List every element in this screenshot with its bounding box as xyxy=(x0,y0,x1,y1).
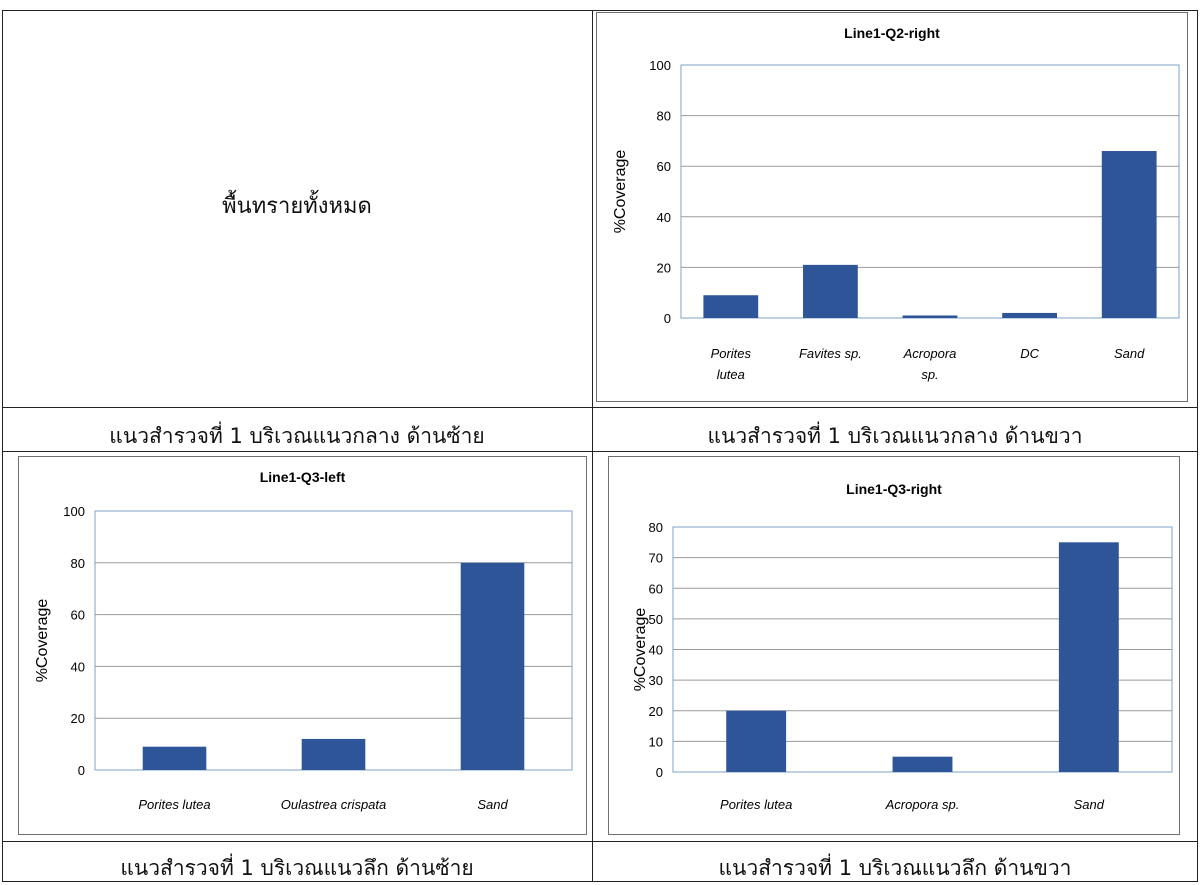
x-category-label: Porites xyxy=(711,346,752,361)
chart-frame-q3-right: Line1-Q3-right 0 10 20 30 40 50 60 70 80 %Coverage… xyxy=(608,456,1180,835)
table-border-right xyxy=(1197,10,1198,882)
bar-1 xyxy=(803,264,858,318)
y-tick-label: 40 xyxy=(657,210,671,225)
y-tick-label: 10 xyxy=(649,734,663,749)
bar-4 xyxy=(1101,151,1157,318)
y-tick-label: 0 xyxy=(664,311,671,326)
bar-0 xyxy=(703,295,759,318)
chart-line1-q2-right: Line1-Q2-right 0 20 40 60 80 100 %Coverage Porit… xyxy=(612,25,1180,382)
y-tick-label: 0 xyxy=(78,763,85,778)
y-tick-label: 40 xyxy=(649,643,663,658)
x-category-label: Oulastrea crispata xyxy=(281,797,387,812)
table-border-bottom xyxy=(2,881,1198,882)
chart-frame-q3-left: Line1-Q3-left 0 20 40 60 80 100 %Coverage Porite… xyxy=(18,456,587,835)
bar-1 xyxy=(892,756,953,772)
x-category-label: Favites sp. xyxy=(799,346,862,361)
y-tick-label: 40 xyxy=(71,659,85,674)
y-tick-label: 100 xyxy=(63,504,85,519)
chart-line1-q3-left: Line1-Q3-left 0 20 40 60 80 100 %Coverage Porite… xyxy=(34,469,573,812)
y-tick-label: 20 xyxy=(657,260,671,275)
bar-2 xyxy=(1058,542,1119,772)
y-tick-label: 50 xyxy=(649,612,663,627)
table-border-top xyxy=(2,10,1198,11)
x-category-label: Acropora xyxy=(903,346,957,361)
x-category-label: Sand xyxy=(477,797,508,812)
y-tick-label: 20 xyxy=(649,704,663,719)
y-axis-label: %Coverage xyxy=(34,599,51,683)
bar-1 xyxy=(301,738,366,770)
bar-0 xyxy=(726,710,787,772)
x-category-label: sp. xyxy=(921,367,938,382)
y-tick-label: 80 xyxy=(657,109,671,124)
chart-title: Line1-Q3-right xyxy=(846,481,942,497)
y-tick-label: 80 xyxy=(71,556,85,571)
caption-middle-left: แนวสำรวจที่ 1 บริเวณแนวกลาง ด้านซ้าย xyxy=(109,424,485,448)
table-divider-row1 xyxy=(2,407,1198,408)
chart-frame-q2-right: Line1-Q2-right 0 20 40 60 80 100 %Coverage Porit… xyxy=(596,12,1188,402)
y-tick-label: 70 xyxy=(649,551,663,566)
caption-middle-right: แนวสำรวจที่ 1 บริเวณแนวกลาง ด้านขวา xyxy=(707,424,1083,448)
y-tick-label: 0 xyxy=(656,765,663,780)
chart-title: Line1-Q3-left xyxy=(260,469,346,485)
bar-0 xyxy=(142,746,207,770)
table-border-left xyxy=(2,10,3,882)
bar-3 xyxy=(1002,312,1057,318)
caption-deep-left: แนวสำรวจที่ 1 บริเวณแนวลึก ด้านซ้าย xyxy=(120,856,474,880)
y-axis-label: %Coverage xyxy=(612,150,629,234)
chart-line1-q3-right: Line1-Q3-right 0 10 20 30 40 50 60 70 80 %Coverage… xyxy=(632,481,1173,812)
y-tick-label: 60 xyxy=(649,581,663,596)
y-tick-label: 60 xyxy=(657,159,671,174)
y-tick-label: 100 xyxy=(649,58,671,73)
y-tick-label: 30 xyxy=(649,673,663,688)
x-category-label: Porites lutea xyxy=(720,797,792,812)
y-tick-label: 80 xyxy=(649,520,663,535)
sand-only-note: พื้นทรายทั้งหมด xyxy=(222,194,372,219)
y-tick-label: 60 xyxy=(71,608,85,623)
y-axis-label: %Coverage xyxy=(632,608,649,692)
x-category-label: DC xyxy=(1020,346,1039,361)
table-divider-row2 xyxy=(2,451,1198,452)
bar-2 xyxy=(460,562,525,770)
table-divider-row3 xyxy=(2,841,1198,842)
x-category-label: Sand xyxy=(1074,797,1105,812)
figure-table xyxy=(2,10,1198,882)
x-category-label: lutea xyxy=(717,367,745,382)
x-category-label: Acropora sp. xyxy=(885,797,960,812)
bar-2 xyxy=(902,315,958,318)
chart-title: Line1-Q2-right xyxy=(844,25,940,41)
y-tick-label: 20 xyxy=(71,711,85,726)
caption-deep-right: แนวสำรวจที่ 1 บริเวณแนวลึก ด้านขวา xyxy=(718,856,1072,880)
x-category-label: Porites lutea xyxy=(138,797,210,812)
x-category-label: Sand xyxy=(1114,346,1145,361)
table-divider-vertical xyxy=(592,10,593,882)
